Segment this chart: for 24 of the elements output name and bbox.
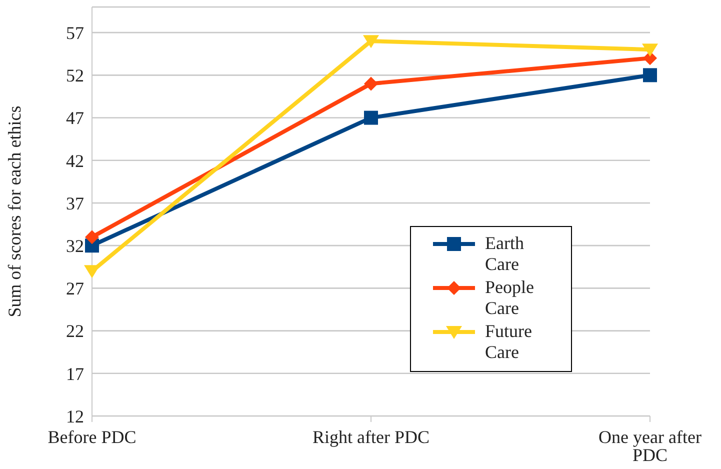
legend-label: Earth Care <box>485 233 525 275</box>
legend-label: People Care <box>485 277 535 319</box>
point <box>643 68 657 82</box>
point <box>363 35 379 48</box>
x-tick-label: One year after PDC <box>598 426 702 465</box>
point <box>642 44 658 57</box>
y-tick-label: 12 <box>66 406 84 426</box>
x-tick-label: Before PDC <box>48 426 136 447</box>
x-tick-label: Right after PDC <box>312 426 430 447</box>
y-tick-label: 52 <box>66 66 84 86</box>
point <box>364 76 378 91</box>
y-tick-label: 37 <box>66 193 84 214</box>
y-tick-label: 47 <box>66 108 84 128</box>
point <box>85 230 99 244</box>
y-tick-label: 32 <box>66 236 84 256</box>
y-tick-label: 57 <box>66 22 84 43</box>
point <box>364 110 378 125</box>
y-axis-title: Sum of scores for each ethics <box>4 106 24 318</box>
legend-label: Future Care <box>485 321 533 363</box>
y-tick-label: 22 <box>66 321 84 342</box>
point <box>84 265 100 278</box>
y-tick-label: 42 <box>66 150 84 171</box>
y-tick-label: 27 <box>66 278 84 299</box>
y-tick-label: 17 <box>66 364 84 384</box>
